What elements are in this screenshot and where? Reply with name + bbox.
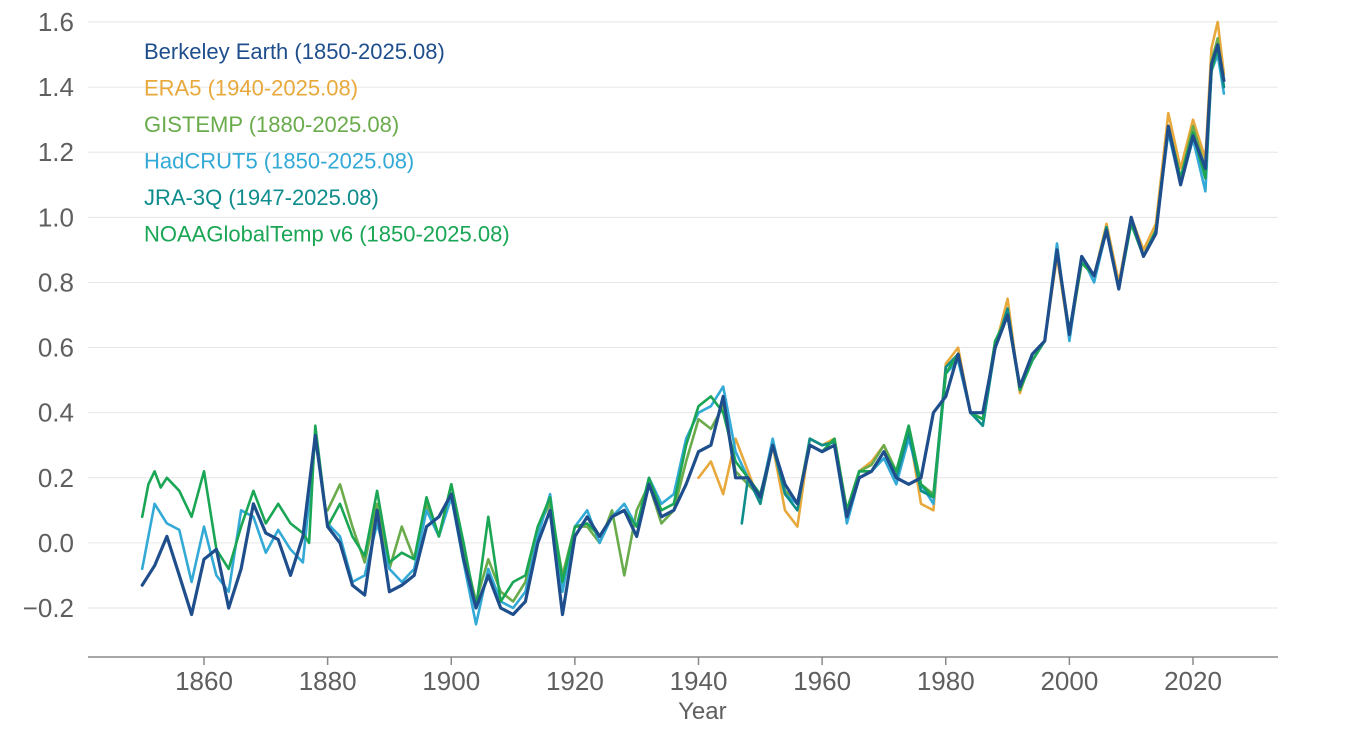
y-tick-label: 1.6 xyxy=(38,7,74,37)
legend-entry: ERA5 (1940-2025.08) xyxy=(144,76,358,101)
x-tick-label: 1920 xyxy=(546,666,604,696)
x-tick-label: 1960 xyxy=(793,666,851,696)
series-line-era5 xyxy=(697,20,1226,528)
x-tick-label: 1900 xyxy=(422,666,480,696)
y-tick-label: 1.2 xyxy=(38,137,74,167)
x-axis-ticks: 1860 1880 1900 1920 1940 1960 1980 2000 2020 xyxy=(175,657,1222,696)
x-tick-label: 1940 xyxy=(670,666,728,696)
x-tick-label: 1860 xyxy=(175,666,233,696)
series-line-berkeley xyxy=(140,43,1226,617)
legend-entry: NOAAGlobalTemp v6 (1850-2025.08) xyxy=(144,222,510,247)
x-tick-label: 2000 xyxy=(1040,666,1098,696)
legend-entry: GISTEMP (1880-2025.08) xyxy=(144,112,399,137)
y-tick-label: 0.6 xyxy=(38,333,74,363)
y-tick-label: 1.0 xyxy=(38,202,74,232)
x-tick-label: 1980 xyxy=(917,666,975,696)
series-lines xyxy=(140,20,1226,626)
x-tick-label: 1880 xyxy=(299,666,357,696)
legend-entry: Berkeley Earth (1850-2025.08) xyxy=(144,39,445,64)
x-axis-label: Year xyxy=(678,698,727,725)
y-tick-label: 0.8 xyxy=(38,267,74,297)
legend: Berkeley Earth (1850-2025.08) ERA5 (1940-… xyxy=(144,39,510,247)
y-tick-label: 0.4 xyxy=(38,398,74,428)
y-tick-label: 0.0 xyxy=(38,528,74,558)
series-line-jra-3q xyxy=(740,46,1226,525)
series-line-hadcrut5 xyxy=(140,53,1226,626)
y-tick-label: 0.2 xyxy=(38,463,74,493)
legend-entry: JRA-3Q (1947-2025.08) xyxy=(144,185,379,210)
legend-entry: HadCRUT5 (1850-2025.08) xyxy=(144,149,414,174)
y-tick-label: 1.4 xyxy=(38,72,74,102)
y-tick-label: −0.2 xyxy=(23,593,74,623)
y-axis-ticks: −0.2 0.0 0.2 0.4 0.6 0.8 1.0 1.2 1.4 1.6 xyxy=(23,7,74,623)
x-tick-label: 2020 xyxy=(1164,666,1222,696)
series-line-gistemp xyxy=(326,36,1226,603)
